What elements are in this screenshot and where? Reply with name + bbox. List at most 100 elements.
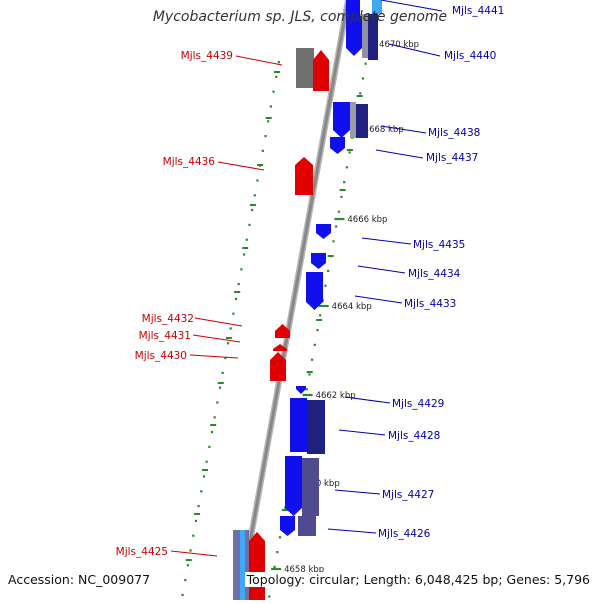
outer-ring-dot	[276, 551, 279, 554]
gene-glyph[interactable]	[249, 532, 265, 600]
label-leader-line	[194, 317, 243, 327]
gene-Mjls_4426[interactable]	[280, 516, 316, 536]
gene-glyph[interactable]	[316, 224, 331, 239]
genome-summary-text: Topology: circular; Length: 6,048,425 bp…	[244, 572, 590, 587]
gene-label[interactable]: Mjls_4440	[444, 50, 496, 62]
gene-glyph[interactable]	[346, 0, 360, 16]
gene-Mjls_4437[interactable]	[330, 137, 345, 154]
backbone-line	[237, 0, 350, 604]
outer-ring-dot	[345, 166, 348, 169]
gene-label[interactable]: Mjls_4432	[142, 313, 194, 325]
gene-glyph[interactable]	[280, 516, 295, 536]
gene-labels[interactable]: Mjls_4441 Mjls_4440 Mjls_4439 Mjls_4438 Mjls…	[116, 0, 505, 558]
gene-glyph[interactable]	[362, 14, 368, 58]
gene-label[interactable]: Mjls_4426	[378, 528, 431, 540]
gene-glyph[interactable]	[311, 253, 326, 269]
gene-glyph[interactable]	[372, 0, 382, 14]
inner-ring-dot	[192, 534, 195, 537]
gene-glyph[interactable]	[346, 16, 362, 56]
gene-Mjls_4435[interactable]	[316, 224, 331, 239]
gene-glyph[interactable]	[306, 272, 323, 310]
gene-glyph[interactable]	[275, 324, 290, 338]
inner-ring-dot	[181, 593, 184, 596]
outer-ring-dot	[278, 536, 282, 539]
inner-ring-dot	[237, 283, 240, 286]
genome-backbone	[235, 0, 352, 604]
gene-Mjls_4434[interactable]	[311, 253, 326, 269]
gene-glyph[interactable]	[296, 386, 306, 394]
gene-glyph[interactable]	[270, 352, 286, 381]
gene-label[interactable]: Mjls_4437	[426, 152, 478, 164]
gene-glyph[interactable]	[296, 48, 314, 88]
gene-label[interactable]: Mjls_4425	[116, 546, 168, 558]
inner-ring-dot	[264, 135, 267, 138]
scale-tick-label: 4664 kbp	[332, 302, 372, 312]
gene-label[interactable]: Mjls_4434	[408, 268, 461, 280]
outer-ring-dot	[327, 269, 330, 272]
gene-glyph[interactable]	[240, 530, 245, 600]
scale-ticks: 4670 kbp 4668 kbp 4666 kbp 4664 kbp 4662 kbp…	[181, 33, 419, 598]
gene-label[interactable]: Mjls_4429	[392, 398, 444, 410]
gene-features[interactable]	[233, 0, 382, 600]
gene-label[interactable]: Mjls_4439	[181, 50, 233, 62]
inner-ring-dot	[202, 475, 206, 478]
gene-glyph[interactable]	[368, 14, 378, 60]
gene-label[interactable]: Mjls_4427	[382, 489, 434, 501]
gene-Mjls_4430[interactable]	[270, 352, 286, 381]
gene-label[interactable]: Mjls_4436	[163, 156, 216, 168]
label-leader-line	[338, 429, 386, 436]
gene-glyph[interactable]	[330, 137, 345, 154]
inner-ring-dot	[184, 579, 187, 582]
gene-Mjls_4431[interactable]	[273, 344, 287, 351]
gene-Mjls_4425[interactable]	[233, 530, 265, 600]
outer-ring-dot	[364, 62, 367, 65]
label-leader-line	[344, 396, 391, 404]
label-leader-line	[192, 334, 241, 343]
label-leader-line	[380, 0, 443, 12]
gene-Mjls_4438[interactable]	[333, 102, 368, 138]
label-leader-line	[380, 125, 427, 134]
gene-Mjls_4441[interactable]	[346, 0, 382, 16]
outer-ring-dot	[313, 343, 316, 346]
gene-label[interactable]: Mjls_4431	[139, 330, 191, 342]
scale-tick-label: 4658 kbp	[284, 565, 324, 575]
outer-ring-dot	[273, 565, 276, 568]
gene-Mjls_4429[interactable]	[296, 386, 306, 394]
outer-ring-dot	[305, 388, 308, 391]
gene-glyph[interactable]	[273, 344, 287, 351]
gene-glyph[interactable]	[298, 516, 316, 536]
gene-glyph[interactable]	[356, 104, 368, 138]
gene-Mjls_4433[interactable]	[306, 272, 323, 310]
gene-glyph[interactable]	[350, 102, 356, 138]
gene-label[interactable]: Mjls_4430	[135, 350, 187, 362]
inner-ring-dot	[218, 386, 222, 389]
gene-label[interactable]: Mjls_4435	[413, 239, 465, 251]
gene-Mjls_4432[interactable]	[275, 324, 290, 338]
gene-glyph[interactable]	[313, 50, 329, 91]
gene-glyph[interactable]	[285, 456, 302, 516]
gene-label[interactable]: Mjls_4441	[452, 5, 504, 17]
outer-ring-dot	[332, 240, 335, 243]
gene-label[interactable]: Mjls_4438	[428, 127, 480, 139]
gene-label[interactable]: Mjls_4428	[388, 430, 440, 442]
gene-Mjls_4439[interactable]	[296, 48, 329, 91]
scale-tick-label: 4670 kbp	[379, 40, 419, 50]
label-leader-line	[327, 528, 377, 534]
gene-Mjls_4436[interactable]	[295, 157, 313, 195]
inner-ring-dot	[221, 371, 224, 374]
gene-glyph[interactable]	[333, 102, 350, 138]
inner-ring-dot	[186, 564, 190, 567]
gene-Mjls_4428[interactable]	[290, 398, 325, 454]
gene-glyph[interactable]	[290, 398, 307, 452]
label-leader-line	[388, 43, 441, 57]
gene-glyph[interactable]	[295, 157, 313, 195]
gene-Mjls_4440[interactable]	[346, 14, 378, 60]
gene-glyph[interactable]	[307, 400, 325, 454]
gene-glyph[interactable]	[302, 458, 319, 516]
inner-ring-dot	[277, 61, 280, 64]
inner-ring-dot	[272, 90, 275, 93]
gene-label[interactable]: Mjls_4433	[404, 298, 456, 310]
gene-Mjls_4427[interactable]	[285, 456, 319, 516]
